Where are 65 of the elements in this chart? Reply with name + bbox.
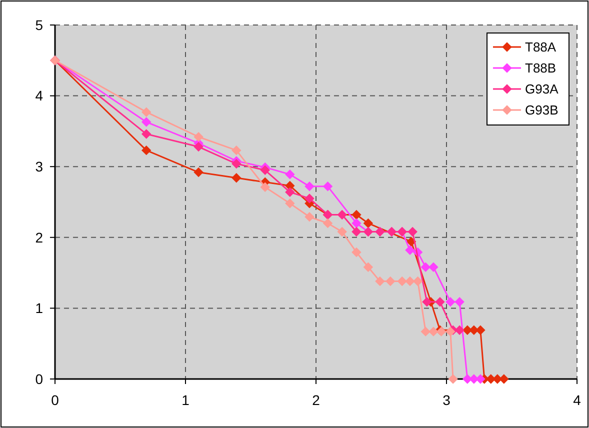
point bbox=[141, 145, 152, 156]
point bbox=[232, 173, 242, 183]
point bbox=[446, 296, 456, 307]
point bbox=[232, 158, 242, 169]
point bbox=[422, 296, 432, 307]
point bbox=[141, 107, 152, 117]
point bbox=[420, 262, 430, 272]
point bbox=[454, 325, 464, 336]
point bbox=[322, 182, 333, 192]
point bbox=[304, 182, 314, 192]
y-tick-label: 0 bbox=[35, 370, 44, 387]
point bbox=[428, 326, 438, 336]
point bbox=[412, 276, 423, 286]
point bbox=[322, 218, 333, 228]
point bbox=[352, 226, 362, 237]
point bbox=[260, 182, 270, 192]
legend-label: G93A bbox=[525, 82, 559, 97]
y-tick-label: 1 bbox=[35, 300, 44, 316]
point bbox=[420, 326, 430, 336]
point bbox=[352, 210, 362, 220]
x-tick-label: 1 bbox=[182, 392, 190, 408]
point bbox=[304, 212, 314, 222]
point bbox=[352, 247, 362, 258]
legend-label: G93B bbox=[525, 102, 558, 118]
point bbox=[435, 296, 445, 307]
y-tick-label: 5 bbox=[35, 16, 44, 33]
point bbox=[428, 262, 438, 272]
x-tick-label: 0 bbox=[51, 392, 60, 408]
x-tick-label: 2 bbox=[312, 392, 320, 408]
point bbox=[352, 218, 362, 228]
point bbox=[141, 117, 152, 127]
point bbox=[285, 170, 295, 180]
point bbox=[448, 374, 458, 384]
x-tick-label: 3 bbox=[442, 392, 451, 408]
y-tick-label: 2 bbox=[35, 229, 44, 246]
point bbox=[486, 374, 496, 384]
legend-label: T88B bbox=[525, 60, 556, 76]
point bbox=[285, 198, 295, 208]
point bbox=[141, 129, 152, 139]
y-tick-label: 3 bbox=[35, 158, 44, 174]
point bbox=[446, 326, 456, 336]
legend-label: T88A bbox=[525, 40, 556, 55]
point bbox=[260, 165, 270, 176]
point bbox=[194, 142, 204, 152]
point bbox=[405, 245, 415, 256]
point bbox=[337, 226, 347, 237]
point bbox=[232, 145, 242, 156]
point bbox=[285, 187, 295, 197]
point bbox=[363, 262, 374, 272]
x-tick-label: 4 bbox=[573, 392, 582, 408]
point bbox=[405, 276, 415, 286]
y-tick-label: 4 bbox=[35, 88, 44, 104]
point bbox=[397, 276, 407, 286]
point bbox=[476, 325, 486, 336]
point bbox=[337, 210, 347, 220]
point bbox=[454, 296, 464, 307]
point bbox=[408, 226, 418, 237]
point bbox=[386, 276, 396, 286]
point bbox=[304, 194, 314, 204]
point bbox=[476, 374, 486, 384]
point bbox=[375, 276, 385, 286]
point bbox=[363, 218, 374, 228]
point bbox=[499, 374, 509, 384]
point bbox=[194, 132, 204, 142]
point bbox=[194, 167, 204, 178]
